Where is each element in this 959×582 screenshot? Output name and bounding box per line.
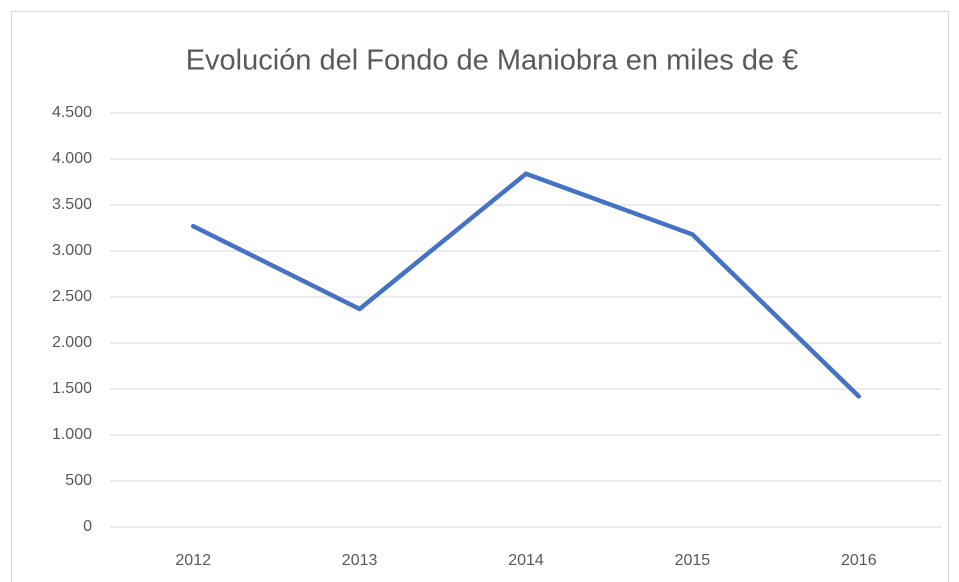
x-tick-label: 2016	[841, 552, 877, 569]
y-tick-label: 2.500	[52, 288, 92, 305]
y-tick-label: 0	[83, 518, 92, 535]
y-tick-label: 500	[65, 472, 92, 489]
x-tick-label: 2015	[675, 552, 711, 569]
x-tick-label: 2014	[508, 552, 544, 569]
y-tick-label: 1.500	[52, 380, 92, 397]
x-tick-label: 2012	[175, 552, 211, 569]
chart-title: Evolución del Fondo de Maniobra en miles…	[186, 45, 799, 77]
y-tick-label: 3.000	[52, 242, 92, 259]
y-tick-label: 4.000	[52, 150, 92, 167]
y-tick-label: 3.500	[52, 196, 92, 213]
y-tick-label: 4.500	[52, 104, 92, 121]
data-line	[190, 171, 862, 399]
x-tick-label: 2013	[342, 552, 378, 569]
y-tick-label: 2.000	[52, 334, 92, 351]
y-tick-label: 1.000	[52, 426, 92, 443]
